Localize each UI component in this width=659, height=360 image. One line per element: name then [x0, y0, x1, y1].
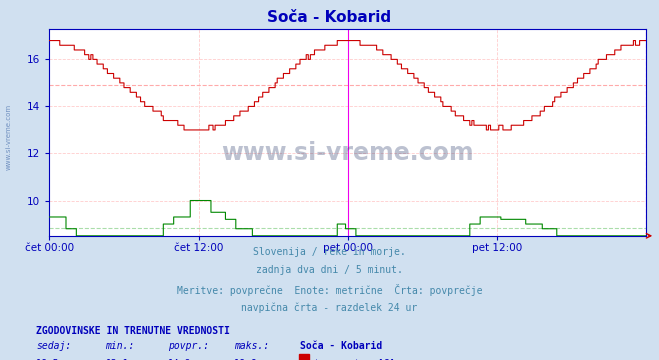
Text: zadnja dva dni / 5 minut.: zadnja dva dni / 5 minut. [256, 265, 403, 275]
Text: Slovenija / reke in morje.: Slovenija / reke in morje. [253, 247, 406, 257]
Text: maks.:: maks.: [234, 341, 269, 351]
Text: 16,6: 16,6 [234, 359, 258, 360]
Text: Soča - Kobarid: Soča - Kobarid [300, 341, 382, 351]
Text: 13,1: 13,1 [105, 359, 129, 360]
Text: ZGODOVINSKE IN TRENUTNE VREDNOSTI: ZGODOVINSKE IN TRENUTNE VREDNOSTI [36, 326, 230, 336]
Text: www.si-vreme.com: www.si-vreme.com [5, 104, 11, 170]
Text: povpr.:: povpr.: [168, 341, 209, 351]
Text: www.si-vreme.com: www.si-vreme.com [221, 141, 474, 165]
Text: navpična črta - razdelek 24 ur: navpična črta - razdelek 24 ur [241, 303, 418, 313]
Text: temperatura[C]: temperatura[C] [313, 359, 395, 360]
Text: sedaj:: sedaj: [36, 341, 71, 351]
Text: Soča - Kobarid: Soča - Kobarid [268, 10, 391, 25]
Text: min.:: min.: [105, 341, 135, 351]
Text: 14,9: 14,9 [168, 359, 192, 360]
Text: Meritve: povprečne  Enote: metrične  Črta: povprečje: Meritve: povprečne Enote: metrične Črta:… [177, 284, 482, 296]
Text: 16,5: 16,5 [36, 359, 60, 360]
